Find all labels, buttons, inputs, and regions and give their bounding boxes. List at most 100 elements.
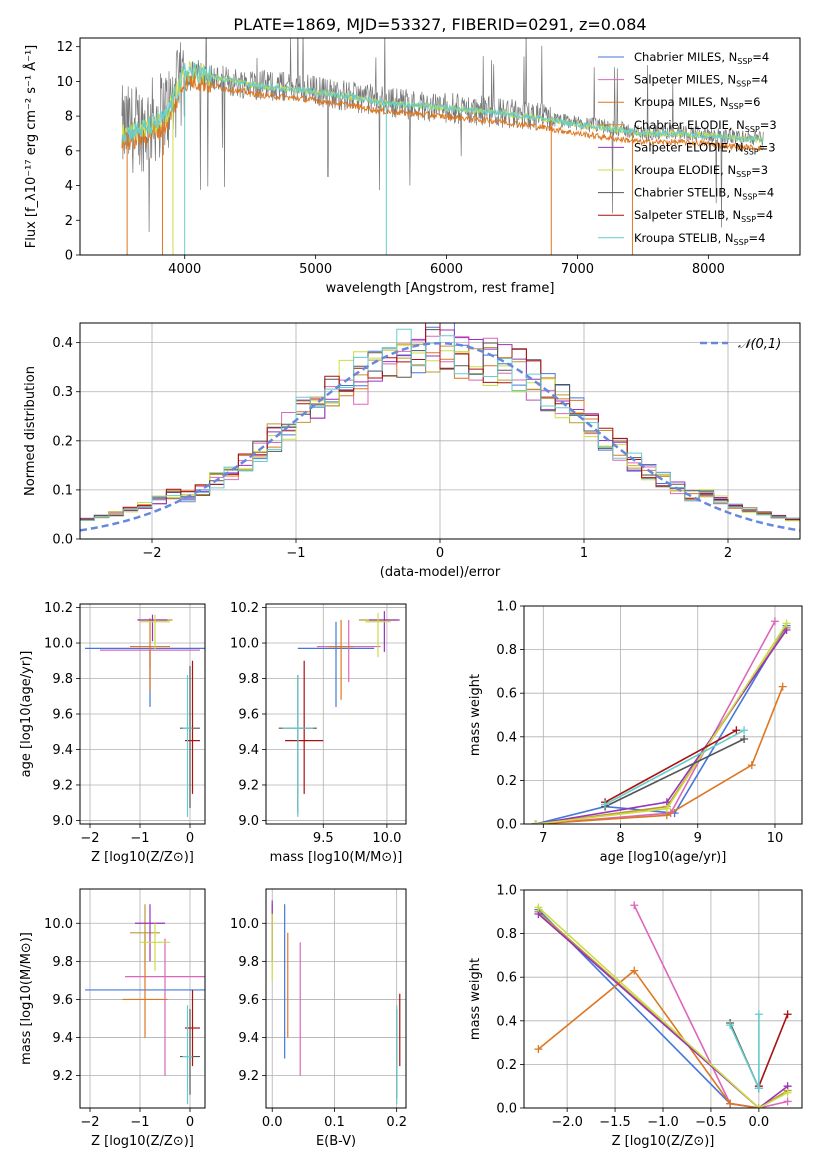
series-point-kroupa_stelib [726,1021,735,1030]
series-point-kroupa_stelib [754,1084,763,1093]
legend-entry: Salpeter ELODIE, NSSP=3 [598,140,776,156]
series-point-kroupa_elodie [534,903,543,912]
series-point-kroupa_stelib [754,1010,763,1019]
legend-entry: Chabrier STELIB, NSSP=4 [598,186,774,202]
y-tick-label: 0.0 [496,818,517,833]
series-line-kroupa_stelib [604,729,745,806]
y-tick-label: 9.8 [238,672,259,687]
plot-area-mass_weight_vs_Z [534,901,792,1108]
x-tick-label: −2 [80,1115,99,1130]
errorbar-salpeter_elodie [135,904,165,962]
y-tick-label: 9.4 [238,743,259,758]
y-tick-label: 0.4 [52,336,73,351]
x-tick-label: 8 [616,831,624,846]
series-point-salpeter_miles [770,617,779,626]
series-point-kroupa_stelib [601,800,610,809]
y-tick-label: 9.2 [238,1069,259,1084]
y-tick-label: 10.0 [44,917,73,932]
y-axis-label: mass weight [468,674,483,756]
series-point-kroupa_miles [747,761,756,770]
series-point-chabrier_stelib [740,734,749,743]
errorbar-salpeter_elodie [137,614,168,642]
series-point-kroupa_miles [726,1099,735,1108]
axes-frame [265,888,407,1109]
errorbar-salpeter_elodie [369,611,400,652]
series-point-kroupa_stelib [740,726,749,735]
series-line-chabrier_miles [535,625,788,824]
x-tick-label: 10.0 [372,831,401,846]
x-axis-label: Z [log10(Z/Z⊙)] [612,1134,715,1149]
plot-area-residuals [80,323,800,532]
x-tick-label: −0.5 [695,1115,727,1130]
series-line-salpeter_elodie [537,913,789,1108]
y-tick-label: 0.4 [496,1014,517,1029]
legend-entry: Salpeter STELIB, NSSP=4 [598,208,773,224]
legend-entry: Kroupa MILES, NSSP=6 [598,95,760,111]
model-spectrum-kroupa_miles [121,71,764,152]
errorbar-kroupa_elodie [140,923,170,971]
x-axis-label: mass [log10(M/M⊙)] [270,850,403,865]
series-line-salpeter_elodie [535,629,788,824]
errorbar-kroupa_elodie [365,612,391,658]
series-line-salpeter_stelib [604,729,737,803]
axes-frame [523,889,803,1109]
plot-area-age_vs_Z [85,614,205,817]
y-tick-label: 0.6 [496,687,517,702]
x-tick-label: 0.0 [262,1115,283,1130]
y-tick-label: 9.8 [238,955,259,970]
errorbar-chabrier_stelib [180,666,200,809]
chart-mass_weight_vs_Z: −2.0 −1.5 −1.0 −0.5 0.0 0.0 0.2 0.4 0.6 0.8 1.0 Z [… [468,884,803,1149]
x-tick-label: 6000 [430,262,463,277]
y-tick-label: 1.0 [496,884,517,899]
y-tick-label: 0.8 [496,927,517,942]
series-line-kroupa_elodie [537,906,788,1108]
x-tick-label: 10 [767,831,784,846]
errorbar-chabrier_stelib [180,1008,200,1095]
x-axis-label: age [log10(age/yr)] [600,850,727,865]
errorbar-kroupa_stelib [282,674,314,817]
x-axis-label: (data-model)/error [380,565,501,580]
plot-area-mass_vs_ebv [271,900,401,1105]
series-point-kroupa_elodie [754,1104,763,1108]
plot-area-spectrum [121,38,764,255]
legend-label: Kroupa STELIB, NSSP=4 [634,231,765,247]
legend-entry: Chabrier ELODIE, NSSP=3 [598,118,777,134]
y-tick-label: 9.4 [52,743,73,758]
normal-curve [80,341,800,532]
y-tick-label: 0.2 [496,1058,517,1073]
series-point-kroupa_elodie [782,619,791,628]
x-tick-label: 0 [436,546,444,561]
legend-entry: Chabrier MILES, NSSP=4 [598,50,769,66]
y-tick-label: 9.6 [52,993,73,1008]
legend-entry: Salpeter MILES, NSSP=4 [598,73,768,89]
x-tick-label: −1.5 [599,1115,631,1130]
y-axis-label: age [log10(age/yr)] [19,651,34,778]
y-tick-label: 9.2 [52,1069,73,1084]
chart-residuals: −2 −1 0 1 2 0.0 0.1 0.2 0.3 0.4 (data-model)/error… [23,322,801,580]
y-tick-label: 9.6 [238,708,259,723]
x-tick-label: 0.0 [749,1115,770,1130]
y-tick-label: 9.0 [238,814,259,829]
chart-mass_vs_ebv: 0.0 0.1 0.2 9.2 9.4 9.6 9.8 10.0 E(B-V) [230,888,407,1149]
x-tick-label: 9.5 [313,831,334,846]
y-axis-label: Normed distribution [23,366,38,496]
y-tick-label: 9.4 [52,1031,73,1046]
figure-title: PLATE=1869, MJD=53327, FIBERID=0291, z=0… [233,15,646,34]
y-tick-label: 0.8 [496,643,517,658]
y-tick-label: 0.6 [496,971,517,986]
y-tick-label: 8 [65,110,73,125]
errorbar-salpeter_miles [316,619,381,683]
axes-frame [523,605,803,825]
legend-label: Salpeter MILES, NSSP=4 [634,73,768,89]
y-tick-label: 0 [65,249,73,264]
errorbar-chabrier_miles [297,621,375,707]
plot-area-mass_vs_Z [85,904,205,1105]
x-tick-label: 2 [724,546,732,561]
series-line-chabrier_elodie [537,911,789,1108]
series-point-salpeter_stelib [783,1010,792,1019]
y-tick-label: 10.0 [44,637,73,652]
series-point-kroupa_miles [534,1045,543,1054]
series-line-salpeter_miles [535,620,776,824]
y-axis-label: mass [log10(M/M⊙)] [19,932,34,1065]
series-line-kroupa_miles [535,686,784,824]
